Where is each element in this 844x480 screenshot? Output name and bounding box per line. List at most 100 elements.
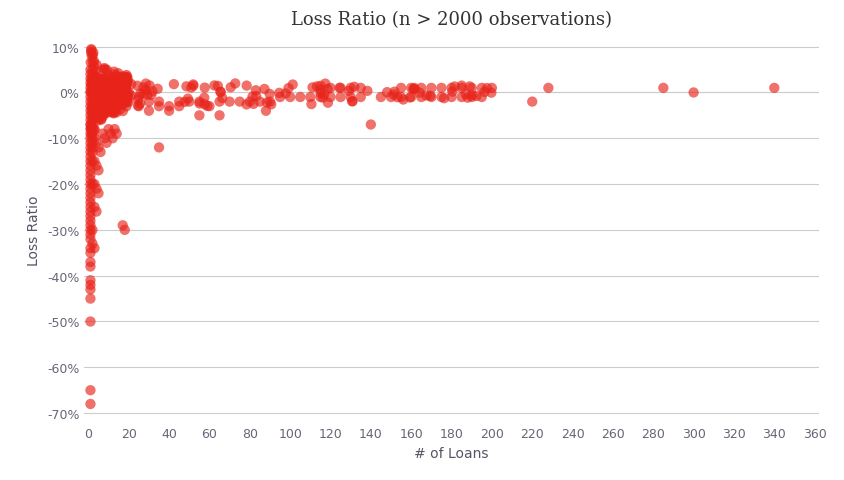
Point (97, 76, 111, 84)
Point (86, 104, 100, 112)
Point (203, 103, 216, 111)
Point (101, 87, 115, 95)
Point (107, 103, 121, 111)
Point (407, 86, 420, 94)
Point (90, 110, 104, 118)
Point (89, 90, 102, 97)
Point (224, 84, 237, 92)
Point (94, 89, 107, 97)
Point (480, 85, 494, 93)
Point (122, 93, 135, 100)
Point (118, 84, 132, 92)
Point (89, 102, 102, 109)
Point (86, 52, 100, 60)
Point (116, 108, 130, 116)
Point (116, 95, 129, 103)
Point (167, 81, 181, 89)
Point (414, 94, 428, 102)
Point (87, 58, 100, 66)
Point (105, 80, 118, 88)
Point (117, 79, 131, 86)
Point (120, 82, 133, 90)
Point (99, 101, 112, 108)
Point (92, 98, 106, 106)
Point (133, 94, 146, 102)
Point (459, 91, 473, 99)
Point (84, 281, 97, 289)
Point (86, 67, 100, 74)
Point (87, 100, 100, 108)
Point (104, 101, 117, 108)
Point (118, 88, 132, 96)
Point (98, 83, 111, 91)
Point (88, 181, 101, 189)
Point (304, 94, 317, 102)
Point (92, 103, 106, 111)
Point (100, 77, 113, 84)
Point (121, 80, 134, 88)
Point (250, 93, 263, 101)
Point (246, 101, 260, 108)
Point (96, 107, 110, 114)
Point (305, 101, 318, 109)
Point (84, 190, 97, 198)
Point (381, 89, 394, 97)
Point (95, 112, 109, 120)
Point (178, 99, 192, 107)
Point (94, 80, 107, 87)
Point (306, 84, 319, 92)
Point (89, 73, 102, 81)
Point (198, 101, 212, 109)
Point (387, 89, 401, 96)
Point (181, 96, 195, 103)
Point (90, 62, 104, 70)
Point (111, 85, 125, 93)
Point (88, 158, 101, 166)
Y-axis label: Loss Ratio: Loss Ratio (28, 195, 41, 265)
Point (97, 109, 111, 117)
Point (95, 108, 108, 116)
Point (106, 89, 119, 97)
Point (97, 110, 111, 118)
Point (116, 82, 130, 89)
Point (89, 107, 103, 115)
Point (152, 103, 165, 111)
Point (98, 135, 111, 143)
Point (106, 72, 120, 79)
Point (86, 135, 100, 143)
Point (344, 85, 357, 93)
Point (446, 89, 459, 96)
Point (374, 94, 387, 102)
Point (180, 83, 193, 91)
Point (133, 91, 147, 98)
Point (101, 76, 115, 84)
Point (110, 109, 123, 117)
Point (121, 79, 134, 86)
Point (100, 89, 113, 97)
Point (108, 74, 122, 82)
Point (96, 94, 110, 102)
Point (182, 98, 196, 106)
Point (84, 98, 97, 106)
Point (89, 108, 103, 115)
Point (113, 87, 127, 95)
Point (85, 105, 99, 112)
Point (88, 245, 101, 252)
Point (213, 112, 226, 120)
Point (143, 83, 156, 90)
Point (425, 85, 438, 93)
Point (455, 94, 468, 102)
Point (201, 103, 214, 110)
Point (214, 89, 227, 96)
Point (121, 74, 134, 82)
Point (110, 92, 123, 99)
Point (96, 80, 110, 88)
Point (461, 95, 474, 102)
Point (96, 76, 110, 84)
Point (463, 84, 476, 91)
Point (108, 73, 122, 81)
Point (100, 106, 113, 113)
Point (84, 277, 97, 285)
Point (88, 103, 101, 111)
Point (172, 103, 186, 111)
